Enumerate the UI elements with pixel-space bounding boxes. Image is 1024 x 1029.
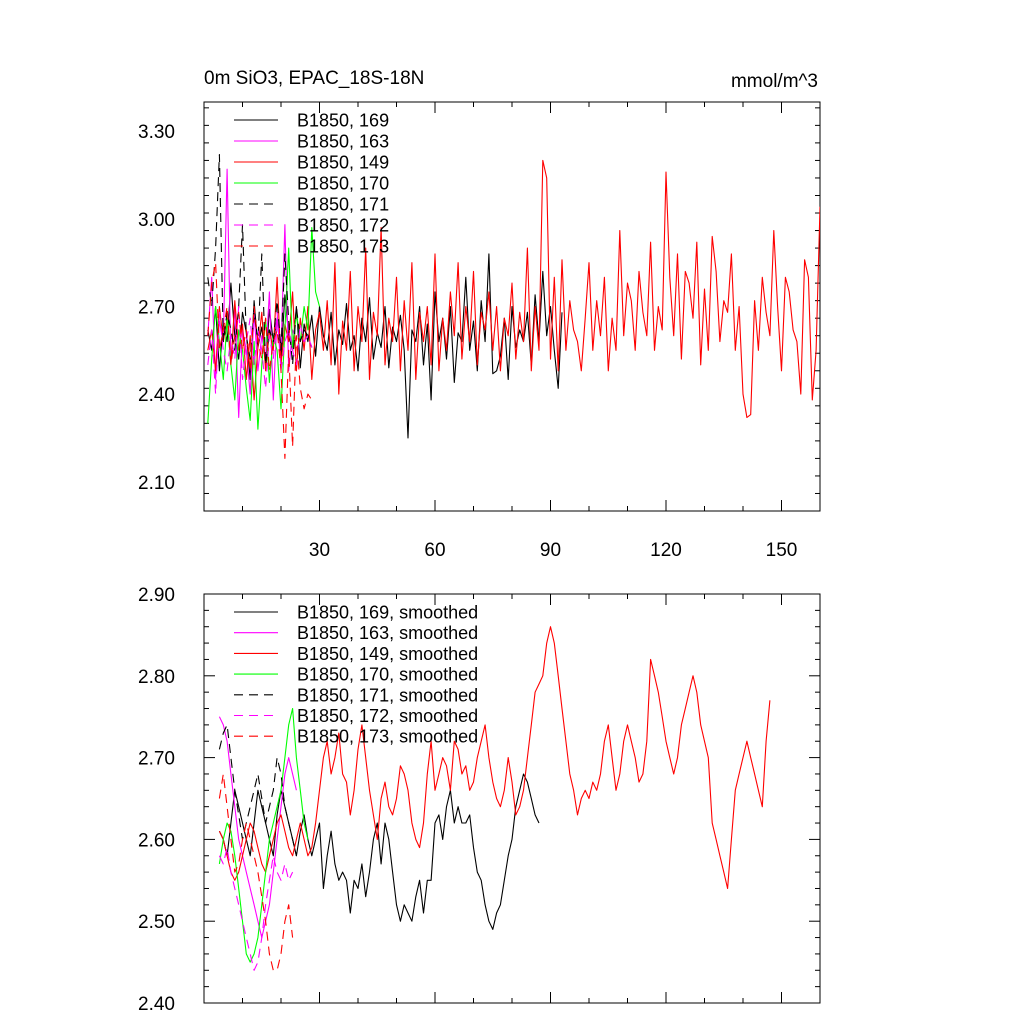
series-line bbox=[218, 724, 297, 856]
legend-label: B1850, 169 bbox=[297, 111, 389, 131]
y-tick-label: 2.50 bbox=[138, 912, 175, 933]
x-tick-label: 30 bbox=[309, 540, 330, 561]
series-line bbox=[218, 773, 540, 930]
series-line bbox=[218, 716, 297, 939]
series-group bbox=[218, 626, 771, 971]
bottom-plot-panel: 2.40 2.50 2.60 2.70 2.80 2.90 B1850, 169, smoo… bbox=[138, 585, 821, 1015]
y-tick-label: 2.80 bbox=[138, 667, 175, 688]
x-tick-label: 150 bbox=[766, 540, 798, 561]
x-tick-label: 90 bbox=[540, 540, 561, 561]
y-tick-label: 2.70 bbox=[138, 749, 175, 770]
legend-label: B1850, 149 bbox=[297, 153, 389, 173]
y-tick-label: 2.90 bbox=[138, 585, 175, 606]
top-plot-panel: 30 60 90 120 150 2.10 2.40 2.70 3.00 3.30 B1850, 1… bbox=[138, 101, 821, 561]
series-line bbox=[207, 305, 313, 395]
legend-label: B1850, 163 bbox=[297, 132, 389, 152]
series-line bbox=[218, 847, 294, 971]
series-line bbox=[207, 159, 820, 419]
legend-label: B1850, 163, smoothed bbox=[297, 623, 478, 643]
legend-label: B1850, 173 bbox=[297, 237, 389, 257]
legend-label: B1850, 170, smoothed bbox=[297, 665, 478, 685]
chart-title: 0m SiO3, EPAC_18S-18N bbox=[204, 68, 424, 89]
chart-units-label: mmol/m^3 bbox=[731, 71, 818, 92]
y-tick-label: 2.10 bbox=[138, 473, 175, 494]
legend-label: B1850, 170 bbox=[297, 174, 389, 194]
series-line bbox=[218, 707, 309, 963]
legend-label: B1850, 173, smoothed bbox=[297, 727, 478, 747]
legend-label: B1850, 171 bbox=[297, 195, 389, 215]
y-tick-label: 2.40 bbox=[138, 994, 175, 1015]
series-line bbox=[207, 154, 313, 366]
y-tick-label: 2.40 bbox=[138, 385, 175, 406]
legend-label: B1850, 149, smoothed bbox=[297, 644, 478, 664]
series-group bbox=[207, 154, 820, 459]
legend-label: B1850, 171, smoothed bbox=[297, 685, 478, 705]
x-tick-label: 60 bbox=[424, 540, 445, 561]
legend-label: B1850, 172 bbox=[297, 216, 389, 236]
legend-label: B1850, 172, smoothed bbox=[297, 706, 478, 726]
series-line bbox=[218, 626, 771, 890]
series-line bbox=[207, 227, 321, 430]
series-line bbox=[207, 262, 313, 459]
y-tick-label: 3.30 bbox=[138, 122, 175, 143]
y-tick-label: 2.70 bbox=[138, 298, 175, 319]
legend-label: B1850, 169, smoothed bbox=[297, 603, 478, 623]
y-tick-label: 3.00 bbox=[138, 210, 175, 231]
x-tick-label: 120 bbox=[650, 540, 682, 561]
series-line bbox=[218, 773, 294, 971]
y-tick-label: 2.60 bbox=[138, 830, 175, 851]
